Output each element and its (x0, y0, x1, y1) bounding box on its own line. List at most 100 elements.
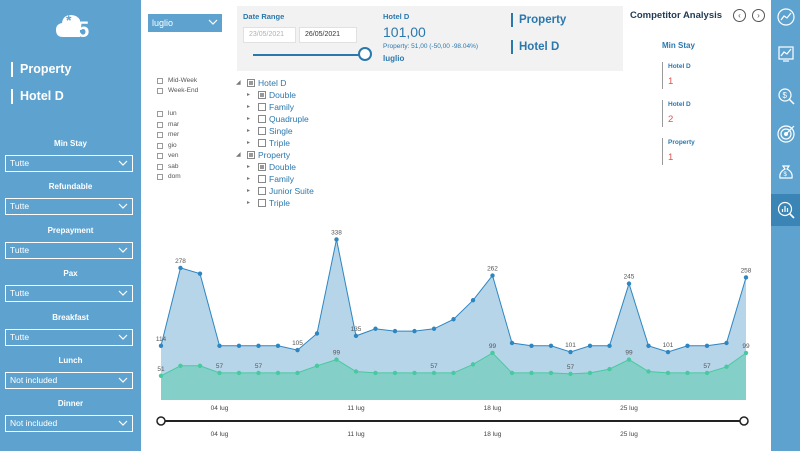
data-label: 135 (351, 326, 362, 333)
filter-select-value: Tutte (10, 158, 30, 168)
data-point (353, 333, 359, 339)
expand-arrow-icon[interactable]: ▸ (247, 176, 251, 182)
sidebar-property-label: Property (11, 62, 71, 77)
data-point (665, 349, 671, 355)
weektype-checkbox[interactable] (157, 78, 163, 84)
day-checkbox[interactable] (157, 163, 163, 170)
expand-arrow-icon[interactable]: ▸ (247, 116, 251, 122)
data-point (314, 363, 320, 368)
range-slider-handle-end (739, 416, 749, 426)
day-label: dom (168, 173, 181, 180)
date-to-input[interactable]: 26/05/2021 (299, 27, 357, 43)
filter-select[interactable]: Tutte (5, 155, 133, 172)
tree-checkbox[interactable] (247, 79, 255, 87)
chevron-down-icon (118, 247, 128, 253)
tree-checkbox[interactable] (258, 163, 266, 171)
data-label: 99 (625, 350, 633, 357)
data-point (548, 370, 554, 376)
date-range-label: Date Range (243, 12, 285, 21)
month-select[interactable]: luglio (148, 14, 222, 32)
day-checkbox[interactable] (157, 121, 163, 128)
data-point (256, 343, 261, 349)
tree-checkbox[interactable] (258, 139, 266, 147)
data-label: 99 (742, 343, 750, 350)
expand-arrow-icon[interactable]: ▸ (247, 188, 251, 194)
collapse-arrow-icon[interactable]: ◢ (236, 152, 241, 158)
filter-select[interactable]: Tutte (5, 285, 133, 303)
data-point (217, 343, 222, 349)
data-point (334, 357, 339, 362)
min-stay-item: Hotel D 2 (662, 100, 691, 127)
series-area (161, 353, 746, 400)
weektype-checkbox[interactable] (157, 88, 163, 94)
analytics-search-icon[interactable] (774, 198, 797, 221)
card-title-property: Property (511, 13, 566, 27)
tree-checkbox[interactable] (258, 187, 266, 195)
day-checkbox[interactable] (157, 142, 163, 149)
data-point (743, 275, 749, 280)
tree-checkbox[interactable] (258, 199, 266, 207)
filter-select[interactable]: Tutte (5, 241, 133, 259)
data-point (451, 370, 456, 376)
filter-select[interactable]: Tutte (5, 198, 133, 216)
day-checkbox[interactable] (157, 111, 163, 117)
expand-arrow-icon[interactable]: ▸ (247, 200, 251, 206)
filter-select[interactable]: Not included (5, 415, 133, 433)
expand-arrow-icon[interactable]: ▸ (247, 92, 251, 98)
tree-checkbox[interactable] (247, 151, 255, 159)
day-label: lun (168, 110, 177, 117)
data-label: 51 (157, 366, 165, 373)
tree-checkbox[interactable] (258, 175, 266, 183)
min-stay-item-name: Hotel D (668, 101, 691, 108)
data-label: 245 (624, 274, 635, 281)
card-big-value: 101,00 (383, 24, 426, 40)
data-point (646, 343, 651, 349)
x-tick-label: 11 lug (347, 405, 365, 412)
filter-select[interactable]: Tutte (5, 328, 133, 346)
min-stay-title: Min Stay (662, 41, 695, 50)
expand-arrow-icon[interactable]: ▸ (247, 140, 251, 146)
tree-checkbox[interactable] (258, 127, 266, 135)
chevron-left-icon[interactable]: ‹ (733, 9, 746, 22)
filter-select[interactable]: Not included (5, 372, 133, 389)
data-point (724, 364, 729, 369)
data-point (275, 370, 281, 376)
data-point (626, 357, 632, 362)
min-stay-item: Property 1 (662, 138, 695, 165)
collapse-arrow-icon[interactable]: ◢ (236, 80, 241, 86)
chevron-down-icon (208, 19, 218, 25)
data-point (431, 326, 437, 331)
chevron-down-icon (118, 420, 128, 427)
tree-checkbox[interactable] (258, 91, 266, 99)
expand-arrow-icon[interactable]: ▸ (247, 104, 251, 110)
chevron-down-icon (118, 290, 128, 297)
data-label: 101 (565, 342, 576, 349)
target-icon[interactable] (774, 122, 797, 145)
day-checkbox[interactable] (157, 132, 163, 138)
money-bag-icon[interactable]: $ (774, 160, 797, 183)
tree-item-label: Triple (269, 198, 290, 208)
day-checkbox[interactable] (157, 174, 163, 180)
data-point (529, 370, 534, 376)
chevron-down-icon (118, 334, 128, 340)
data-point (587, 370, 593, 376)
expand-arrow-icon[interactable]: ▸ (247, 164, 251, 170)
tree-checkbox[interactable] (258, 103, 266, 111)
date-range-slider-track[interactable] (253, 54, 365, 56)
data-label: 57 (703, 363, 711, 370)
price-chart-icon[interactable] (774, 42, 797, 65)
month-select-value: luglio (152, 18, 174, 28)
data-label: 57 (430, 363, 438, 370)
data-point (685, 370, 690, 376)
expand-arrow-icon[interactable]: ▸ (247, 128, 251, 134)
date-from-input[interactable]: 23/05/2021 (243, 27, 296, 43)
tree-checkbox[interactable] (258, 115, 266, 123)
tree-group-label: Property (258, 150, 291, 160)
min-stay-item-name: Hotel D (668, 63, 691, 70)
day-checkbox[interactable] (157, 153, 163, 159)
trend-chart-icon[interactable] (774, 5, 797, 28)
date-range-slider-handle[interactable] (358, 47, 372, 61)
chevron-right-icon[interactable]: › (752, 9, 765, 22)
card-property-line: Property: 51,00 (-50,00 -98.04%) (383, 43, 479, 50)
dollar-search-icon[interactable]: $ (774, 84, 797, 107)
